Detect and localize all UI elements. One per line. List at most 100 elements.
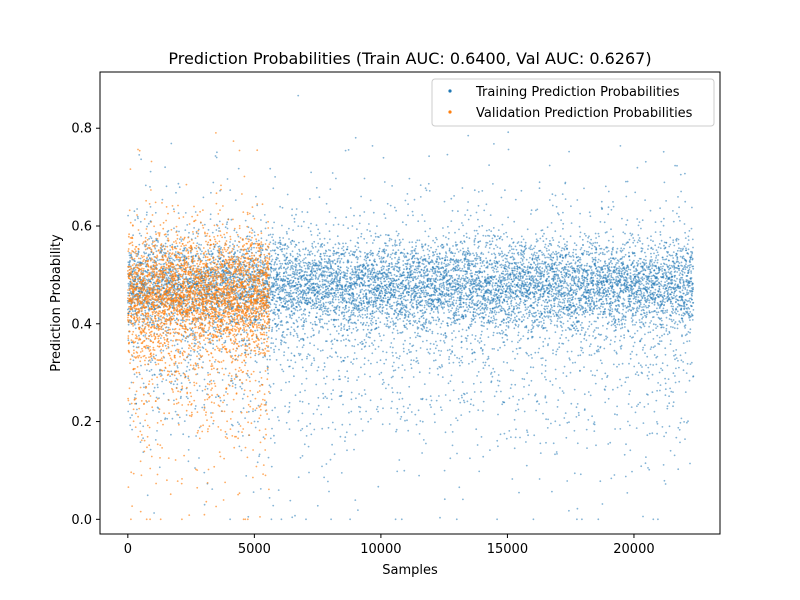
training-point [248, 376, 251, 379]
training-point [311, 245, 314, 248]
training-point [132, 234, 135, 237]
training-point [292, 255, 294, 258]
training-point [332, 296, 335, 299]
training-point [303, 310, 305, 312]
training-point [379, 335, 381, 337]
training-point [311, 292, 313, 294]
training-point [268, 384, 271, 387]
training-point [283, 296, 286, 298]
training-point [360, 418, 363, 420]
training-point [337, 325, 340, 328]
training-point [291, 264, 294, 267]
training-point [160, 263, 162, 266]
training-point [149, 235, 152, 238]
training-point [329, 355, 331, 358]
training-point [315, 262, 318, 265]
training-point [338, 305, 341, 308]
training-point [180, 319, 183, 322]
training-point [155, 396, 158, 399]
training-point [268, 418, 270, 420]
training-point [149, 321, 152, 323]
training-point [324, 305, 327, 308]
training-point [278, 284, 281, 287]
training-point [291, 239, 294, 242]
training-point [281, 247, 284, 250]
training-point [310, 433, 313, 436]
training-point [166, 315, 169, 317]
training-point [294, 514, 296, 517]
training-point [145, 252, 148, 255]
training-point [375, 294, 378, 297]
training-point [296, 309, 299, 312]
training-point [216, 151, 218, 154]
training-point [343, 297, 346, 299]
training-point [340, 301, 342, 303]
training-point [309, 198, 311, 200]
training-point [172, 208, 175, 211]
training-point [255, 361, 258, 364]
training-point [370, 301, 373, 304]
training-point [381, 310, 384, 313]
training-point [251, 229, 254, 232]
training-point [302, 317, 304, 319]
training-point [369, 230, 371, 233]
training-point [322, 369, 325, 371]
training-point [259, 259, 262, 262]
training-point [255, 195, 257, 198]
training-point [323, 266, 326, 269]
training-point [279, 275, 281, 278]
training-point [383, 381, 385, 384]
training-point [274, 249, 276, 252]
training-point [151, 272, 154, 275]
training-point [171, 328, 174, 331]
training-point [302, 325, 305, 328]
training-point [179, 238, 181, 241]
training-point [335, 330, 338, 332]
training-point [248, 291, 251, 293]
training-point [318, 330, 321, 332]
training-point [326, 397, 328, 400]
training-point [187, 435, 190, 438]
training-point [284, 289, 287, 291]
training-point [300, 266, 303, 269]
training-point [301, 259, 304, 262]
training-point [320, 306, 323, 309]
training-point [210, 250, 213, 253]
training-point [163, 283, 166, 286]
training-point [234, 386, 237, 389]
training-point [166, 274, 169, 277]
training-point [355, 397, 357, 400]
training-point [352, 358, 355, 361]
training-point [351, 309, 353, 312]
training-point [190, 251, 192, 254]
training-point [282, 244, 284, 247]
training-point [376, 254, 379, 256]
training-point [321, 278, 324, 281]
training-point [224, 341, 227, 344]
training-point [205, 331, 208, 334]
training-point [139, 422, 142, 425]
training-point [382, 306, 385, 309]
training-point [307, 226, 310, 229]
training-point [330, 392, 333, 395]
training-point [172, 258, 175, 261]
training-point [363, 339, 366, 341]
training-point [364, 251, 366, 254]
training-point [330, 398, 333, 401]
training-point [320, 413, 323, 416]
training-point [301, 346, 304, 349]
training-point [372, 321, 374, 324]
training-point [332, 301, 335, 304]
training-point [198, 270, 201, 273]
training-point [338, 301, 340, 304]
training-point [311, 242, 314, 245]
training-point [349, 254, 351, 257]
training-point [293, 240, 295, 243]
training-point [323, 362, 326, 364]
training-point [322, 274, 325, 277]
training-point [341, 286, 344, 288]
training-point [153, 386, 156, 389]
training-point [382, 285, 384, 288]
training-point [301, 455, 304, 457]
training-point [379, 305, 382, 308]
